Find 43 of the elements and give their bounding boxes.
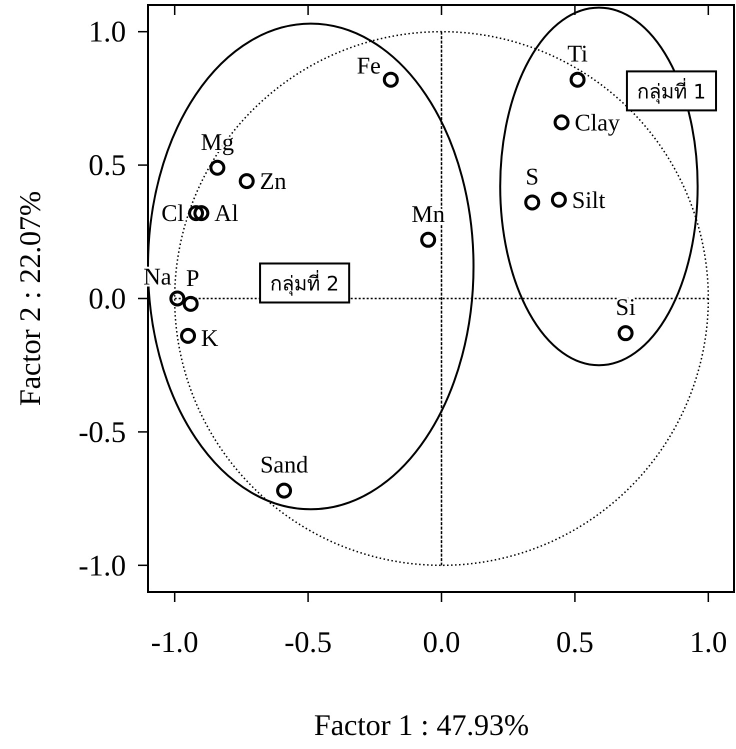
point bbox=[180, 328, 196, 344]
x-tick-label: -0.5 bbox=[284, 626, 332, 659]
point bbox=[188, 205, 204, 222]
x-tick-label: -1.0 bbox=[150, 626, 198, 659]
series-label: Cl bbox=[161, 201, 184, 228]
x-tick-label: 1.0 bbox=[690, 626, 728, 659]
series-label: Si bbox=[616, 295, 636, 322]
series-label: Silt bbox=[572, 188, 606, 214]
point bbox=[618, 325, 634, 342]
series-label: P bbox=[186, 266, 200, 292]
point bbox=[169, 290, 186, 306]
point bbox=[524, 194, 540, 210]
y-axis-title: Factor 2 : 22.07% bbox=[14, 191, 47, 406]
series-label: K bbox=[201, 326, 220, 352]
y-tick-label: 0.0 bbox=[88, 282, 126, 316]
point bbox=[570, 72, 586, 88]
point bbox=[182, 296, 199, 312]
y-tick-label: 1.0 bbox=[88, 16, 126, 49]
point bbox=[550, 192, 567, 208]
point bbox=[554, 114, 570, 130]
series-label: S bbox=[526, 164, 539, 190]
series-label: Mg bbox=[200, 130, 234, 156]
point bbox=[276, 482, 292, 499]
annotation: กลุ่มที่ 1 bbox=[636, 77, 706, 104]
point bbox=[382, 72, 399, 88]
y-tick-label: -0.5 bbox=[78, 416, 126, 449]
x-tick-label: 0.5 bbox=[556, 626, 594, 659]
series-label: Sand bbox=[260, 452, 308, 479]
point bbox=[238, 173, 255, 190]
point bbox=[420, 232, 436, 248]
y-tick-label: -1.0 bbox=[78, 549, 126, 582]
series-label: Al bbox=[214, 201, 239, 228]
y-tick-label: 0.5 bbox=[88, 149, 126, 182]
series-label: Zn bbox=[260, 169, 286, 196]
x-axis-title: Factor 1 : 47.93% bbox=[314, 709, 529, 742]
series-label: Mn bbox=[411, 202, 445, 228]
point bbox=[209, 160, 226, 176]
series-label: Fe bbox=[356, 54, 381, 80]
point bbox=[193, 205, 210, 222]
legend-label: Ti bbox=[567, 42, 588, 68]
annotation: กลุ่มที่ 2 bbox=[270, 269, 340, 296]
x-tick-label: 0.0 bbox=[422, 626, 460, 659]
series-label: Clay bbox=[574, 110, 620, 136]
